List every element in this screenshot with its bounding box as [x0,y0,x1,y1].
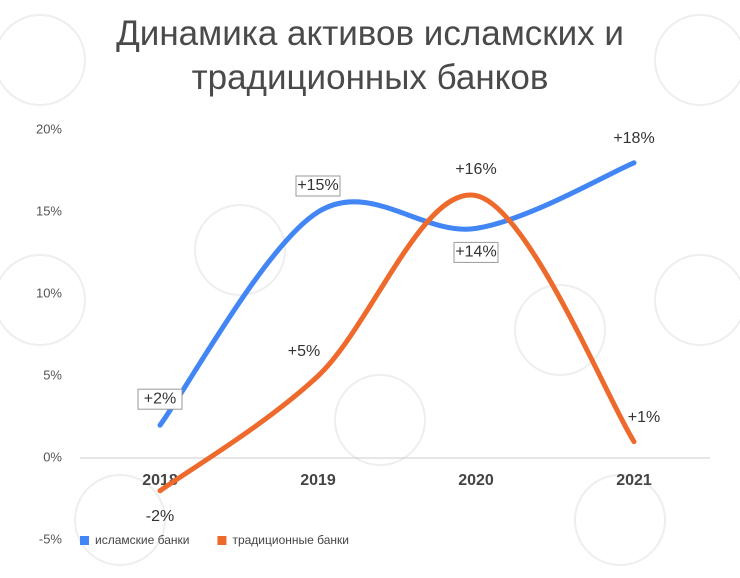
background-pattern [0,14,740,566]
value-label: +18% [613,130,654,147]
series-line [157,192,637,494]
legend-label: исламские банки [95,533,189,547]
value-label-box [137,388,183,410]
y-tick-label: -5% [39,531,63,546]
x-tick-label: 2021 [616,472,652,489]
value-label: +5% [288,343,320,360]
y-tick-label: 15% [36,203,62,218]
legend-swatch [217,536,227,545]
value-label: +2% [144,390,176,407]
y-tick-label: 20% [36,121,62,136]
y-tick-label: 10% [36,285,62,300]
series-line [157,160,637,428]
chart-title: Динамика активов исламских и традиционны… [116,14,624,97]
y-tick-label: 0% [43,449,62,464]
legend-swatch [80,536,89,545]
x-tick-label: 2020 [458,472,494,489]
y-tick-label: 5% [43,367,62,382]
value-label: +16% [455,161,496,178]
value-label: +14% [455,244,496,261]
legend-label: традиционные банки [232,533,349,547]
value-label: +15% [297,177,338,194]
value-label: +1% [628,409,660,426]
value-label: -2% [146,508,174,525]
value-label-box [295,175,341,197]
value-label-box [453,241,499,263]
x-tick-label: 2019 [300,472,336,489]
